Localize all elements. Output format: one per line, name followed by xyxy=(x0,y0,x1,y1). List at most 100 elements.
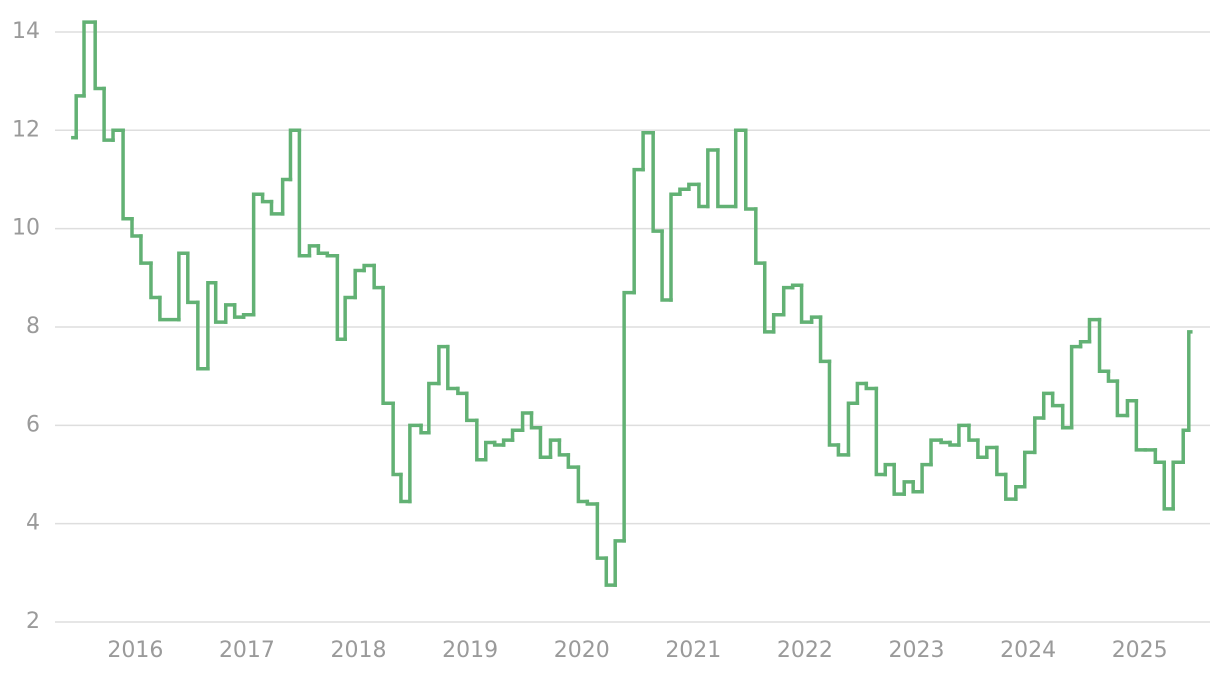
line-step xyxy=(1050,391,1065,408)
line-step xyxy=(1033,416,1046,455)
line-step xyxy=(269,199,285,216)
y-tick-label: 14 xyxy=(12,19,40,44)
line-step xyxy=(408,423,423,504)
x-tick-label: 2016 xyxy=(107,638,163,663)
x-tick-label: 2019 xyxy=(442,638,498,663)
line-step xyxy=(251,192,265,317)
line-step xyxy=(381,285,395,405)
line-step xyxy=(529,411,543,430)
line-step xyxy=(781,285,795,317)
x-tick-label: 2023 xyxy=(889,638,945,663)
line-step xyxy=(957,423,971,447)
x-tick-label: 2017 xyxy=(219,638,275,663)
line-step xyxy=(1171,460,1185,511)
line-step xyxy=(557,438,571,457)
line-step xyxy=(475,418,488,462)
line-step xyxy=(1004,472,1018,501)
line-step xyxy=(827,359,841,447)
line-step xyxy=(613,539,626,587)
line-step xyxy=(196,300,210,371)
x-tick-label: 2018 xyxy=(331,638,387,663)
line-step xyxy=(641,131,655,172)
x-tick-label: 2021 xyxy=(665,638,721,663)
line-step xyxy=(130,217,143,238)
line-step xyxy=(669,192,682,302)
line-step xyxy=(864,381,879,391)
x-tick-label: 2025 xyxy=(1112,638,1168,663)
line-step xyxy=(492,440,506,447)
y-tick-label: 12 xyxy=(12,117,40,142)
line-step xyxy=(976,438,989,460)
line-step xyxy=(139,234,153,265)
line-step xyxy=(510,428,525,442)
line-step xyxy=(846,401,860,457)
line-step xyxy=(362,263,376,273)
line-step xyxy=(604,556,617,587)
line-step xyxy=(576,465,590,504)
line-step xyxy=(74,94,86,140)
line-step xyxy=(902,480,915,496)
line-step xyxy=(325,251,340,258)
line-step xyxy=(985,445,999,460)
y-tick-label: 2 xyxy=(26,609,40,634)
line-step xyxy=(538,426,553,460)
line-step xyxy=(855,381,869,405)
line-step xyxy=(948,440,961,447)
line-step xyxy=(297,128,312,258)
line-step xyxy=(911,480,924,494)
line-step xyxy=(232,303,246,319)
line-step xyxy=(343,295,357,342)
line-step xyxy=(678,187,691,196)
line-step xyxy=(995,445,1008,477)
line-step xyxy=(111,128,125,142)
line-step xyxy=(622,290,636,543)
line-step xyxy=(121,128,134,221)
line-step xyxy=(501,438,515,447)
line-step xyxy=(1162,460,1175,511)
line-step xyxy=(484,440,497,462)
line-step xyxy=(437,344,450,386)
line-step xyxy=(1187,330,1193,432)
line-step xyxy=(733,128,748,209)
line-step xyxy=(687,182,701,192)
line-step xyxy=(762,261,776,334)
y-tick-label: 10 xyxy=(12,216,40,241)
line-step xyxy=(883,462,896,477)
line-step xyxy=(697,182,710,209)
line-step xyxy=(706,148,720,209)
line-step xyxy=(1078,339,1092,349)
line-step xyxy=(651,131,664,233)
line-step xyxy=(102,86,115,142)
line-step xyxy=(158,295,181,322)
line-step xyxy=(1060,403,1074,430)
line-step xyxy=(771,312,786,334)
line-step xyxy=(929,438,943,467)
line-step xyxy=(809,315,823,324)
x-tick-label: 2020 xyxy=(554,638,610,663)
line-step xyxy=(520,411,534,432)
line-step xyxy=(632,167,645,295)
line-step xyxy=(967,423,980,442)
line-step xyxy=(566,453,581,469)
line-step xyxy=(353,268,366,300)
line-step xyxy=(93,20,106,91)
y-tick-label: 4 xyxy=(26,511,40,536)
line-step xyxy=(223,303,237,324)
line-step xyxy=(1041,391,1055,420)
line-step xyxy=(1115,379,1130,418)
line-step xyxy=(892,462,906,496)
line-step xyxy=(1087,317,1102,344)
line-step xyxy=(372,263,385,290)
line-step xyxy=(288,128,302,182)
line-step xyxy=(920,462,933,494)
line-step xyxy=(1181,428,1191,464)
line-step xyxy=(1023,450,1037,489)
line-step xyxy=(939,438,952,445)
line-step xyxy=(316,244,330,255)
line-step xyxy=(818,315,832,364)
line-step xyxy=(1134,398,1148,452)
line-step xyxy=(754,207,767,265)
line-step xyxy=(186,251,200,305)
line-step xyxy=(1014,485,1027,501)
